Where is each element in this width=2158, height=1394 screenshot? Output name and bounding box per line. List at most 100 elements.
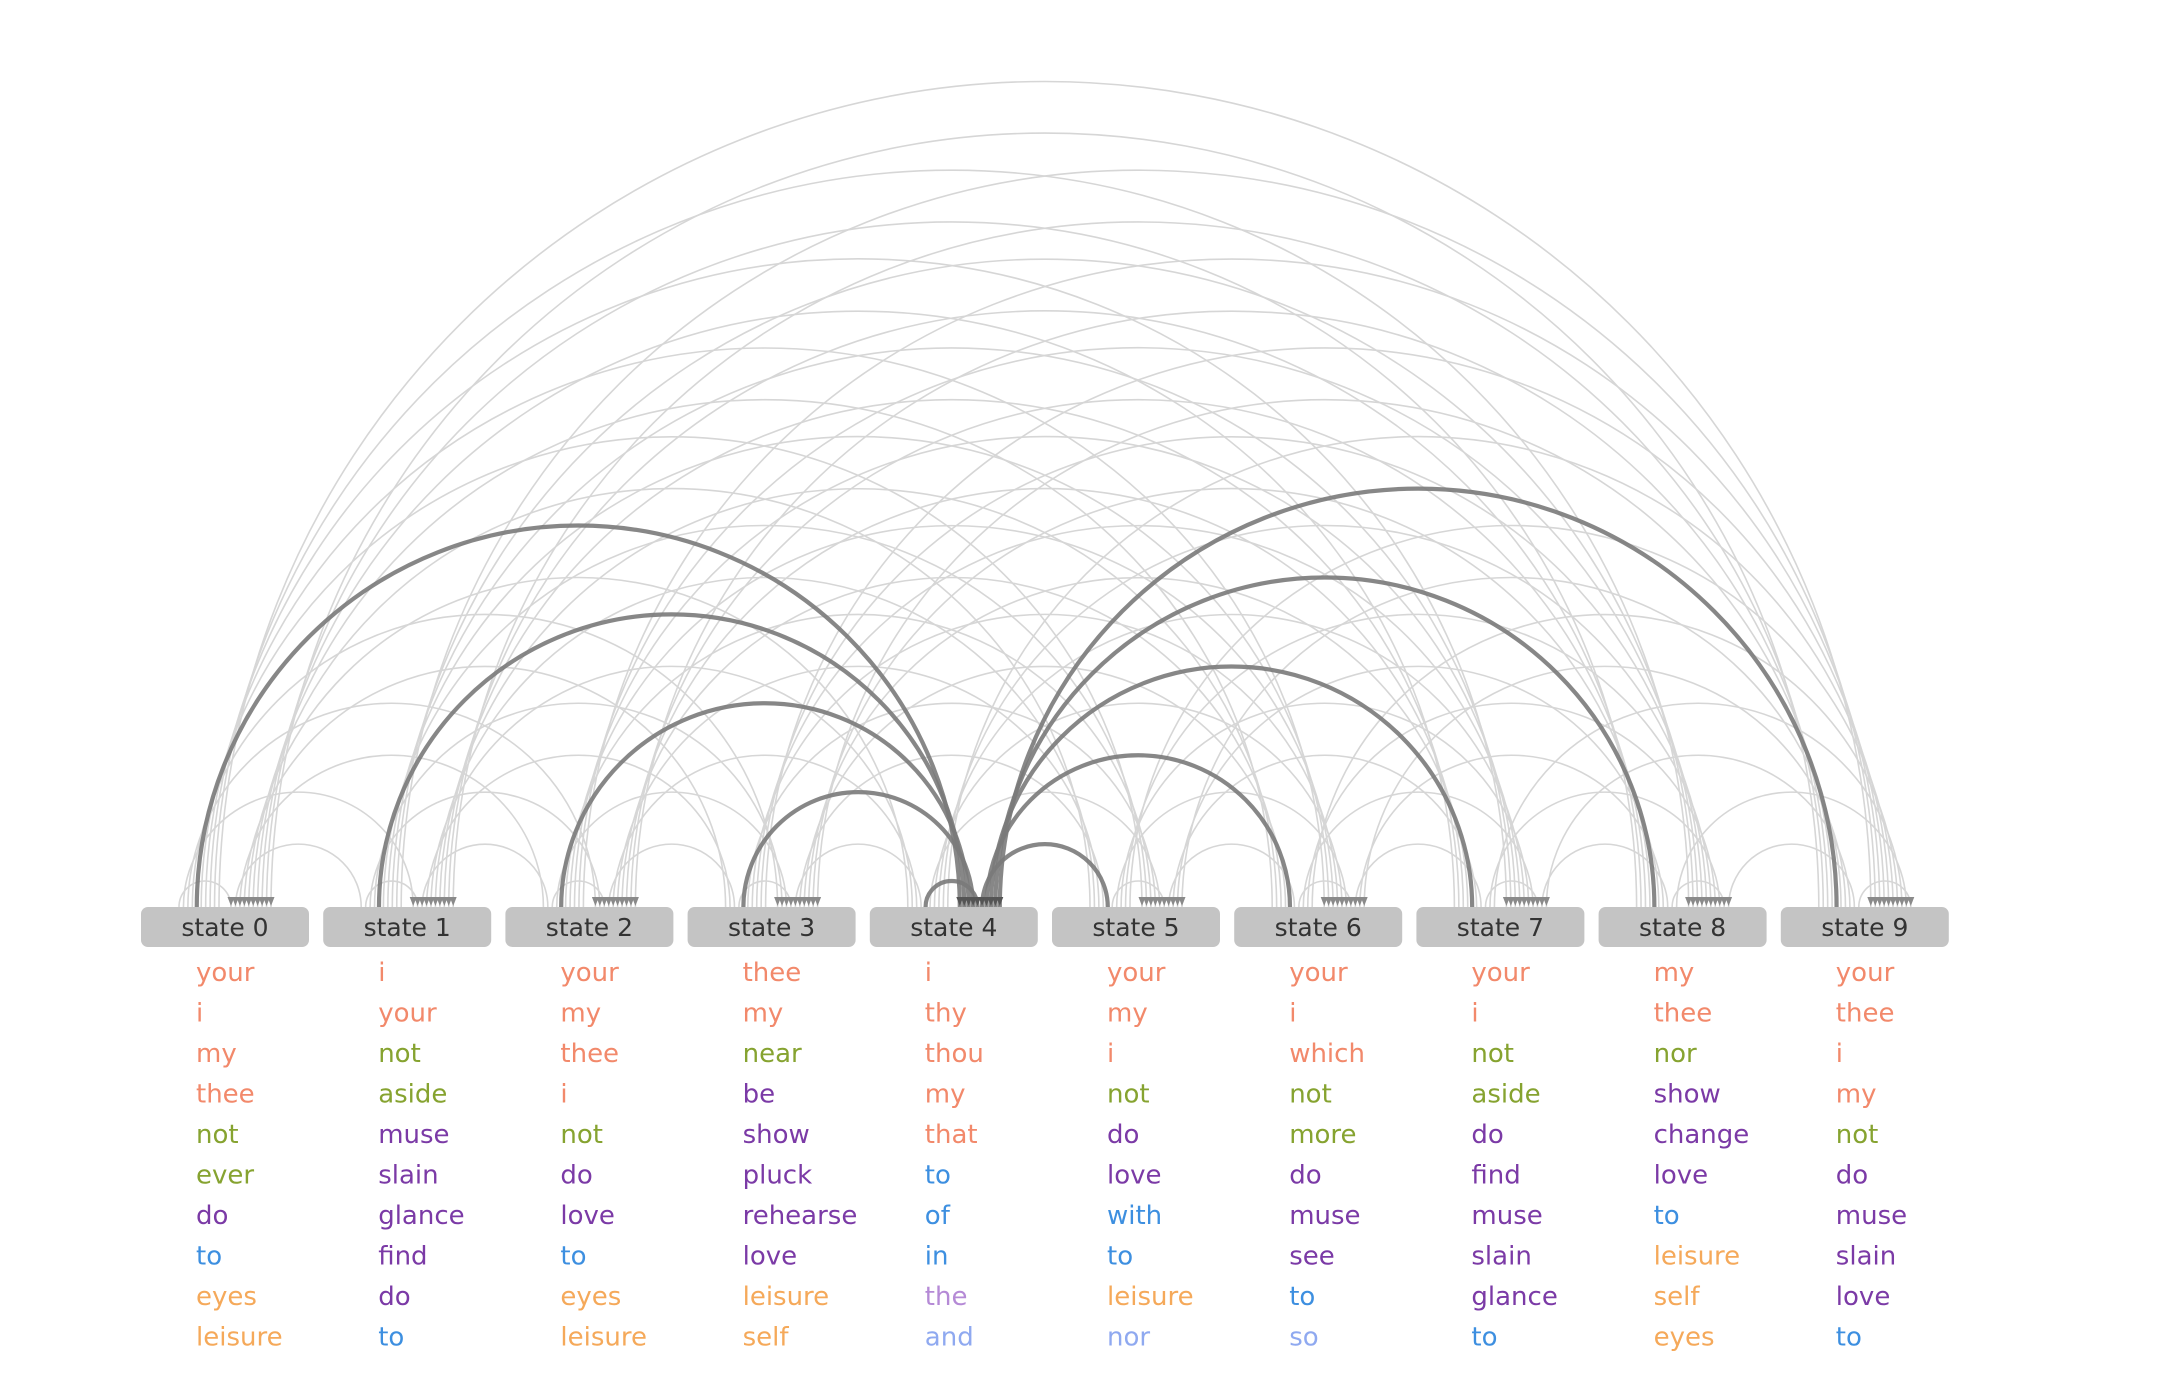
state-word: near: [743, 1039, 802, 1069]
transition-arc: [634, 310, 1829, 908]
state-word-list: i thy thou my that to of in the and: [925, 958, 984, 1353]
state-word: i: [560, 1080, 567, 1110]
strong-transition-arc: [997, 486, 1839, 908]
state-word: show: [743, 1120, 810, 1150]
transition-arc: [612, 754, 918, 908]
state-word: not: [1289, 1080, 1332, 1110]
state-box[interactable]: [141, 907, 309, 947]
state-word: nor: [1107, 1323, 1150, 1353]
state-node[interactable]: state 6: [1234, 907, 1403, 947]
transition-arc: [256, 399, 1273, 908]
state-word: not: [1836, 1120, 1879, 1150]
state-word: my: [1654, 958, 1695, 988]
state-word: in: [925, 1242, 949, 1272]
transition-arc: [1302, 791, 1534, 908]
arrowhead: [1174, 897, 1182, 906]
transition-arc: [942, 524, 1708, 908]
state-box[interactable]: [505, 907, 674, 947]
state-word: muse: [1471, 1201, 1542, 1231]
arrowhead: [1334, 897, 1342, 906]
transition-arc: [582, 258, 1881, 908]
arrowhead: [1685, 897, 1693, 906]
state-word: i: [1107, 1039, 1114, 1069]
state-word: aside: [378, 1080, 447, 1110]
transition-arc: [929, 791, 1161, 908]
arrowhead: [1178, 897, 1186, 906]
transition-arc: [621, 576, 1282, 908]
state-box[interactable]: [1598, 907, 1767, 947]
arrowhead: [1689, 897, 1697, 906]
state-node[interactable]: state 2: [505, 907, 674, 947]
arrowhead: [1534, 897, 1542, 906]
state-word: i: [1836, 1039, 1843, 1069]
state-node[interactable]: state 9: [1780, 907, 1949, 947]
state-box[interactable]: [1416, 907, 1585, 947]
state-word: to: [1107, 1242, 1133, 1272]
state-word: self: [1654, 1282, 1701, 1312]
state-word: to: [560, 1242, 586, 1272]
state-node[interactable]: state 7: [1416, 907, 1585, 947]
transition-arc: [564, 613, 1152, 908]
state-node[interactable]: state 4: [869, 907, 1038, 947]
state-word: slain: [378, 1161, 438, 1191]
state-word-list: your my thee i not do love to eyes leisure: [560, 958, 647, 1353]
transition-arc: [261, 310, 1456, 908]
arrowhead: [1693, 897, 1701, 906]
transition-arc: [270, 132, 1820, 908]
state-box[interactable]: [1780, 907, 1949, 947]
transition-arc: [1671, 880, 1725, 908]
state-node[interactable]: state 5: [1052, 907, 1220, 947]
state-word: do: [1107, 1120, 1139, 1150]
arrowhead: [263, 897, 271, 906]
state-word: to: [196, 1242, 222, 1272]
arrowhead: [1867, 897, 1875, 906]
arrowhead: [423, 897, 431, 906]
arrowhead: [1711, 897, 1719, 906]
state-node[interactable]: state 3: [687, 907, 856, 947]
state-word: thee: [1654, 999, 1713, 1029]
arrowhead: [1511, 897, 1519, 906]
state-word: not: [378, 1039, 421, 1069]
state-box[interactable]: [1234, 907, 1403, 947]
faint-transition-arcs: [178, 80, 1912, 908]
transition-arc: [1298, 880, 1352, 908]
state-node[interactable]: state 8: [1598, 907, 1767, 947]
arrowhead: [605, 897, 613, 906]
state-word: of: [925, 1201, 951, 1231]
state-box[interactable]: [323, 907, 492, 947]
state-word: your: [1836, 958, 1895, 988]
state-word: do: [1471, 1120, 1503, 1150]
arrowhead: [969, 897, 977, 906]
state-node[interactable]: state 0: [141, 907, 309, 947]
transition-arc: [630, 399, 1647, 908]
state-word: find: [378, 1242, 427, 1272]
state-word: which: [1289, 1039, 1365, 1069]
arrowhead: [1893, 897, 1901, 906]
state-box[interactable]: [869, 907, 1038, 947]
transition-arc: [1172, 755, 1478, 908]
arrowhead: [1876, 897, 1884, 906]
state-word: to: [378, 1323, 404, 1353]
transition-arc: [573, 435, 1517, 908]
transition-arc: [1493, 703, 1903, 908]
arrowhead: [1902, 897, 1910, 906]
arrowhead: [800, 897, 808, 906]
transition-arc: [578, 346, 1699, 908]
state-word: my: [743, 999, 784, 1029]
state-word: leisure: [560, 1323, 647, 1353]
state-word: self: [743, 1323, 790, 1353]
transition-arc: [239, 754, 545, 908]
state-word: not: [196, 1120, 239, 1150]
state-box[interactable]: [687, 907, 856, 947]
state-word: slain: [1836, 1242, 1896, 1272]
state-box[interactable]: [1052, 907, 1220, 947]
state-word: love: [560, 1201, 615, 1231]
arrowhead: [1525, 897, 1533, 906]
state-word: your: [560, 958, 619, 988]
state-node[interactable]: state 1: [323, 907, 492, 947]
arrowhead: [1538, 897, 1546, 906]
state-word-list: your my i not do love with to leisure nor: [1107, 958, 1194, 1353]
arrowhead: [796, 897, 804, 906]
arrowhead: [1720, 897, 1728, 906]
arrowhead: [805, 897, 813, 906]
